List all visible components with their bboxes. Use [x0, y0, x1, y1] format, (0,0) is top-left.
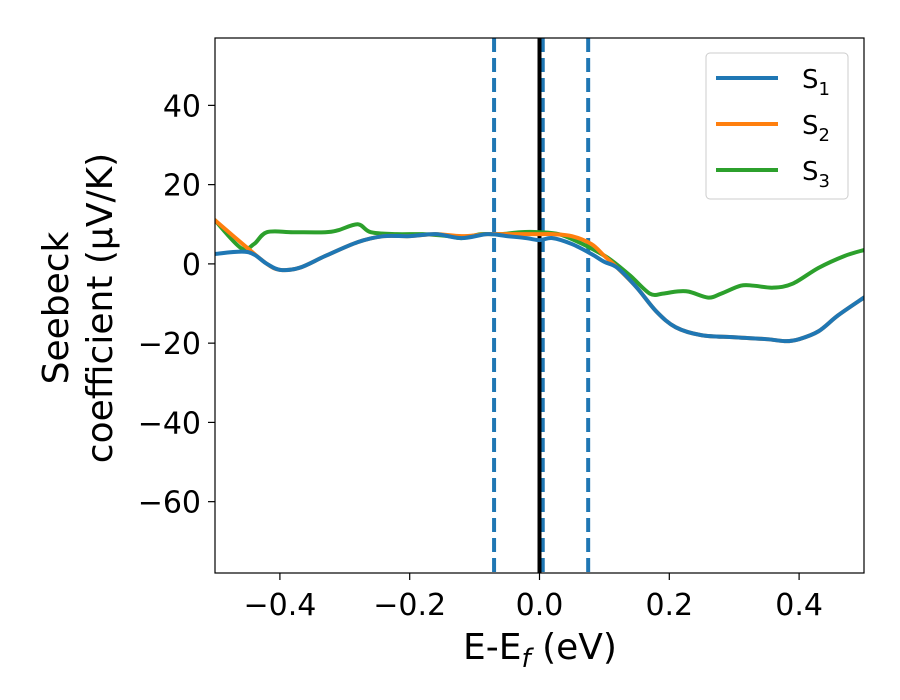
legend: S1 S2 S3 — [705, 52, 849, 200]
x-tick-label: −0.4 — [243, 588, 316, 623]
y-tick-label: 0 — [182, 248, 201, 283]
x-axis-label-unit: (eV) — [531, 627, 617, 668]
y-axis-label-line2: coefficient (μV/K) — [80, 153, 121, 463]
y-tick-label: −60 — [138, 486, 201, 521]
y-axis: −60 −40 −20 0 20 40 — [138, 89, 215, 521]
legend-label-s1: S1 — [802, 65, 830, 100]
y-tick-label: −40 — [138, 406, 201, 441]
legend-label-s3: S3 — [802, 157, 830, 192]
x-tick-label: −0.2 — [373, 588, 446, 623]
y-axis-label-line1: Seebeck — [36, 231, 77, 384]
x-axis-label: E-Ef (eV) — [463, 627, 617, 674]
vertical-reference-lines — [492, 38, 591, 573]
legend-label-s2: S2 — [802, 111, 830, 146]
series-line-s1 — [215, 232, 864, 344]
series-layer — [215, 218, 864, 344]
x-axis-label-main: E-E — [463, 627, 521, 668]
y-tick-label: 20 — [163, 169, 201, 204]
y-tick-label: −20 — [138, 327, 201, 362]
x-tick-label: 0.2 — [645, 588, 693, 623]
y-tick-label: 40 — [163, 89, 201, 124]
x-tick-label: 0.0 — [516, 588, 564, 623]
x-tick-label: 0.4 — [775, 588, 823, 623]
x-axis: −0.4 −0.2 0.0 0.2 0.4 — [243, 573, 823, 623]
